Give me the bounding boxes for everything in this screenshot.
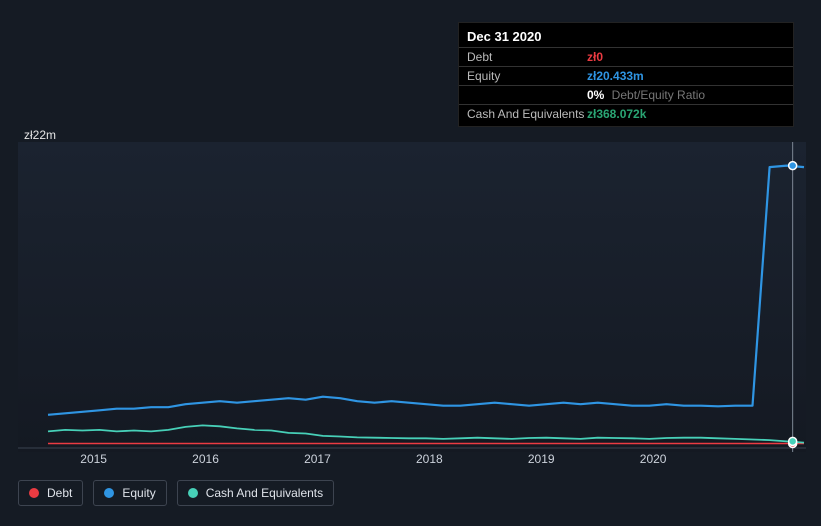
tooltip-row-suffix: Debt/Equity Ratio bbox=[608, 88, 705, 102]
legend-item-label: Equity bbox=[122, 486, 155, 500]
hover-point-icon bbox=[789, 437, 797, 445]
legend-dot-icon bbox=[188, 488, 198, 498]
tooltip-row-label bbox=[467, 88, 587, 102]
x-axis-tick: 2020 bbox=[640, 452, 667, 466]
tooltip-title: Dec 31 2020 bbox=[459, 26, 793, 47]
chart-svg bbox=[18, 142, 806, 452]
series-line bbox=[48, 425, 804, 442]
hover-tooltip: Dec 31 2020 Debtzł0Equityzł20.433m0% Deb… bbox=[458, 22, 794, 127]
tooltip-row: Cash And Equivalentszł368.072k bbox=[459, 104, 793, 123]
tooltip-row-value: zł20.433m bbox=[587, 69, 644, 83]
financial-chart: zł22m zł0 2015 2016 2017 2018 2019 2020 Dec 3… bbox=[18, 12, 806, 472]
legend-item-label: Debt bbox=[47, 486, 72, 500]
legend-item[interactable]: Cash And Equivalents bbox=[177, 480, 334, 506]
tooltip-row-label: Debt bbox=[467, 50, 587, 64]
legend: Debt Equity Cash And Equivalents bbox=[18, 480, 334, 506]
x-axis-tick: 2019 bbox=[528, 452, 555, 466]
tooltip-row: Debtzł0 bbox=[459, 47, 793, 66]
tooltip-row-label: Cash And Equivalents bbox=[467, 107, 587, 121]
legend-item-label: Cash And Equivalents bbox=[206, 486, 323, 500]
x-axis-tick: 2017 bbox=[304, 452, 331, 466]
tooltip-row: Equityzł20.433m bbox=[459, 66, 793, 85]
legend-dot-icon bbox=[104, 488, 114, 498]
legend-item[interactable]: Debt bbox=[18, 480, 83, 506]
legend-item[interactable]: Equity bbox=[93, 480, 166, 506]
x-axis-tick: 2016 bbox=[192, 452, 219, 466]
y-axis-top-label: zł22m bbox=[24, 128, 56, 142]
x-axis-tick: 2015 bbox=[80, 452, 107, 466]
x-axis-tick: 2018 bbox=[416, 452, 443, 466]
legend-dot-icon bbox=[29, 488, 39, 498]
tooltip-row-value: zł0 bbox=[587, 50, 603, 64]
tooltip-row-label: Equity bbox=[467, 69, 587, 83]
series-line bbox=[48, 166, 804, 415]
plot-area[interactable] bbox=[18, 142, 806, 452]
tooltip-row-value: zł368.072k bbox=[587, 107, 646, 121]
tooltip-row: 0% Debt/Equity Ratio bbox=[459, 85, 793, 104]
hover-point-icon bbox=[789, 162, 797, 170]
tooltip-row-value: 0% Debt/Equity Ratio bbox=[587, 88, 705, 102]
